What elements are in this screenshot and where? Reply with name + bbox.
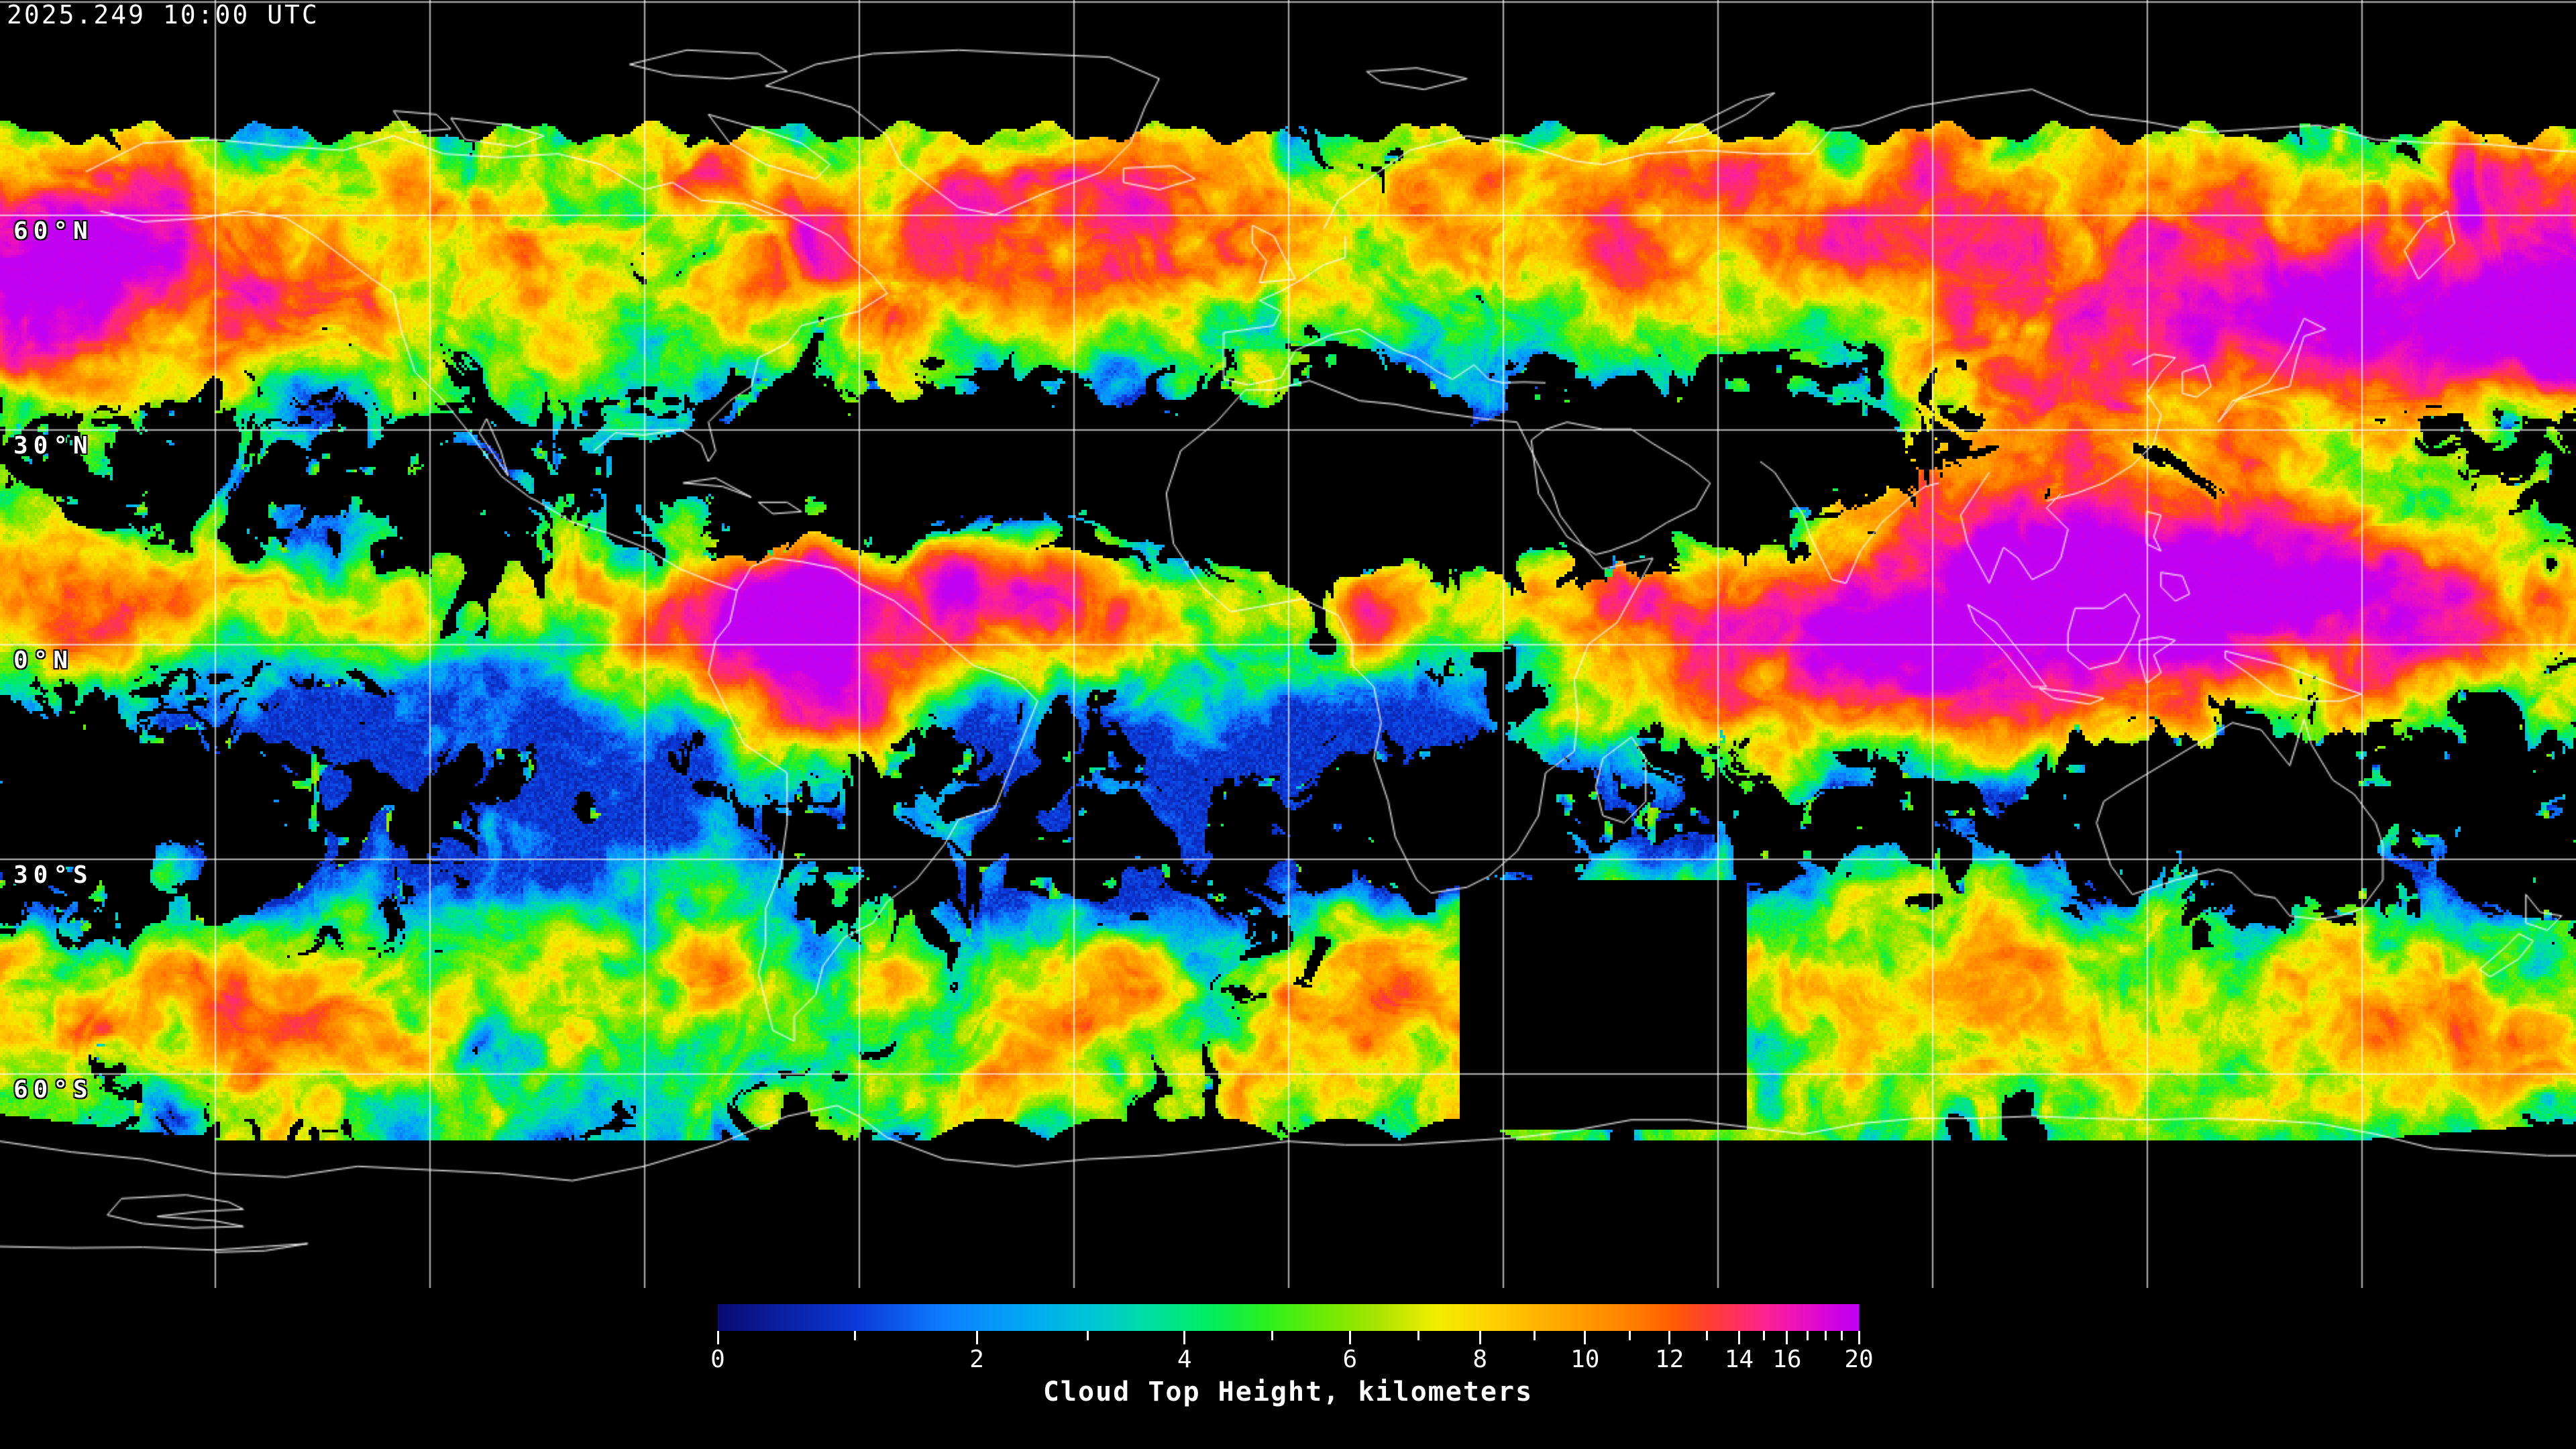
timestamp-label: 2025.249 10:00 UTC [7, 0, 319, 30]
graticule-coastlines-overlay [0, 0, 2576, 1288]
colorbar-tick-label: 4 [1177, 1346, 1192, 1373]
colorbar-major-tick [1183, 1331, 1186, 1344]
colorbar-minor-tick [1840, 1331, 1843, 1340]
colorbar: 0 2 4 6 8 10 12 14 16 20 Cloud Top Height, kilome… [0, 1288, 2576, 1449]
colorbar-major-tick [1479, 1331, 1481, 1344]
colorbar-minor-tick [1628, 1331, 1631, 1340]
colorbar-tick-label: 20 [1844, 1346, 1874, 1373]
colorbar-minor-tick [853, 1331, 856, 1340]
colorbar-major-tick [716, 1331, 719, 1344]
colorbar-tick-label: 6 [1342, 1346, 1358, 1373]
colorbar-major-tick [1584, 1331, 1587, 1344]
colorbar-tick-label: 12 [1654, 1346, 1684, 1373]
latitude-label: 30°S [13, 861, 93, 889]
colorbar-minor-tick [1806, 1331, 1809, 1340]
colorbar-gradient [718, 1304, 1859, 1331]
world-map: 2025.249 10:00 UTC 60°N 30°N 0°N 30°S 60°S [0, 0, 2576, 1288]
latitude-label: 60°S [13, 1076, 93, 1104]
colorbar-minor-tick [1763, 1331, 1766, 1340]
latitude-label: 30°N [13, 432, 93, 460]
colorbar-major-tick [1737, 1331, 1740, 1344]
colorbar-major-tick [1786, 1331, 1788, 1344]
colorbar-minor-tick [1706, 1331, 1709, 1340]
colorbar-minor-tick [1271, 1331, 1274, 1340]
colorbar-tick-label: 2 [969, 1346, 984, 1373]
colorbar-minor-tick [1825, 1331, 1827, 1340]
latitude-label: 0°N [13, 647, 74, 674]
colorbar-tick-label: 16 [1772, 1346, 1802, 1373]
colorbar-minor-tick [1417, 1331, 1419, 1340]
colorbar-tick-label: 10 [1570, 1346, 1600, 1373]
colorbar-tick-label: 14 [1724, 1346, 1754, 1373]
colorbar-tick-label: 0 [710, 1346, 725, 1373]
colorbar-minor-tick [1534, 1331, 1536, 1340]
colorbar-title: Cloud Top Height, kilometers [1042, 1377, 1534, 1407]
colorbar-major-tick [1668, 1331, 1671, 1344]
colorbar-major-tick [1858, 1331, 1860, 1344]
colorbar-tick-label: 8 [1472, 1346, 1488, 1373]
colorbar-major-tick [1348, 1331, 1351, 1344]
colorbar-major-tick [975, 1331, 978, 1344]
colorbar-minor-tick [1086, 1331, 1089, 1340]
latitude-label: 60°N [13, 217, 93, 245]
